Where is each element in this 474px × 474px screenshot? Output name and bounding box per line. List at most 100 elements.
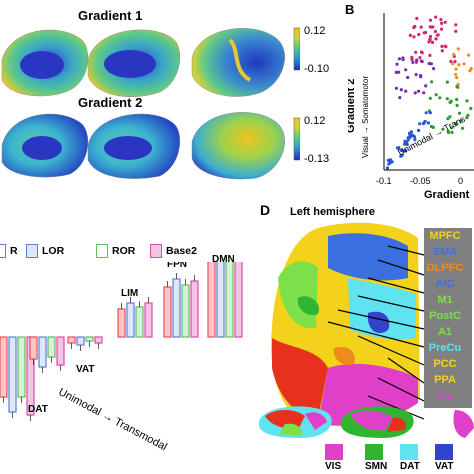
scatter-point (400, 153, 404, 157)
scatter-point (446, 130, 451, 135)
bar (38, 336, 47, 368)
scatter-point (454, 72, 458, 76)
legend-label-3: Base2 (166, 245, 197, 257)
ylabel: Gradient 2 (348, 79, 357, 133)
region-dlpfc: DLPFC (426, 262, 464, 274)
net-label-lim: LIM (121, 288, 138, 299)
scatter-point (404, 149, 408, 153)
panel-d-title: Left hemisphere (290, 206, 375, 218)
bar (117, 308, 126, 338)
scatter-point (441, 127, 445, 131)
scatter-point (440, 27, 444, 31)
scatter-point (419, 75, 423, 79)
scatter-point (455, 76, 459, 80)
scatter-point (456, 47, 460, 51)
scatter-point (413, 138, 417, 142)
legend-label-1: LOR (42, 245, 65, 257)
net-sq-vis (325, 444, 343, 460)
scatter-point (399, 148, 403, 152)
scatter-point (397, 57, 401, 61)
scatter-point (405, 142, 409, 146)
scatter-point (454, 67, 458, 71)
scatter-point (440, 21, 444, 25)
scatter-point (424, 111, 428, 115)
scatter-point (450, 126, 454, 130)
scatter-point (456, 82, 460, 86)
scatter-point (453, 60, 457, 64)
scatter-point (452, 52, 456, 57)
legend-label-2: ROR (112, 245, 136, 257)
scatter-point (443, 20, 447, 24)
scatter-point (395, 146, 399, 150)
scatter-point (432, 67, 436, 71)
scatter-point (440, 49, 444, 53)
scatter-point (413, 24, 417, 29)
scatter-point (414, 50, 418, 54)
scatter-point (454, 29, 458, 33)
scatter-point (426, 121, 430, 125)
scatter-point (455, 97, 459, 102)
scatter-point (445, 80, 449, 84)
bar (0, 336, 8, 398)
bar (67, 336, 76, 344)
scatter-point (431, 125, 435, 129)
scatter-point (424, 84, 428, 88)
scatter-point (457, 111, 462, 115)
scatter-point (399, 88, 403, 92)
panel-d-letter: D (260, 202, 271, 218)
scatter-point (449, 59, 453, 64)
scatter-point (403, 142, 407, 146)
net-label-vat: VAT (76, 364, 95, 375)
scatter-point (429, 25, 434, 29)
scatter-point (418, 122, 422, 126)
scatter-point (465, 116, 469, 120)
net-sq-vat (435, 444, 453, 460)
scatter-point (389, 158, 393, 162)
scatter-point (394, 86, 398, 90)
tick-2: 0 (458, 176, 463, 186)
scatter-point (450, 130, 454, 134)
scatter-point (454, 122, 458, 126)
net-sq-smn (365, 444, 383, 460)
region-vis: Vis (436, 390, 454, 402)
region-a1: A1 (437, 326, 453, 338)
scatter-point (428, 37, 432, 41)
bar (85, 336, 94, 342)
bar (207, 262, 216, 338)
scatter-point (427, 61, 431, 66)
scatter-point (467, 53, 471, 57)
region-m1: M1 (437, 294, 453, 306)
scatter-point (404, 89, 408, 93)
scatter-point (415, 16, 419, 20)
scatter-point (448, 100, 452, 104)
scatter-point (411, 133, 415, 138)
scatter-point (419, 25, 423, 29)
scatter-point (419, 50, 424, 54)
scatter-point (434, 37, 438, 41)
legend-box-3 (150, 244, 162, 258)
scatter-point (410, 57, 414, 62)
region-aic: AIC (435, 278, 455, 290)
bar (135, 306, 144, 338)
diag-label: Unimodal → Trans (396, 114, 467, 158)
scatter-point (428, 111, 432, 115)
scatter-point (422, 91, 426, 95)
scatter-point (440, 44, 444, 49)
bar (8, 336, 17, 413)
cb1-max: 0.12 (304, 25, 326, 37)
parcellation-map (271, 222, 472, 427)
scatter-point (456, 85, 460, 89)
scatter-point (457, 63, 461, 67)
scatter-point (448, 115, 452, 119)
bar (225, 262, 234, 338)
bar (17, 336, 26, 398)
scatter-point (406, 75, 410, 80)
scatter-point (446, 117, 450, 121)
scatter-point (427, 40, 431, 44)
scatter-point (385, 166, 390, 170)
scatter-point (398, 96, 402, 100)
scatter-point (428, 18, 433, 22)
scatter-point (436, 33, 440, 37)
bar (56, 336, 65, 366)
bar (47, 336, 56, 358)
